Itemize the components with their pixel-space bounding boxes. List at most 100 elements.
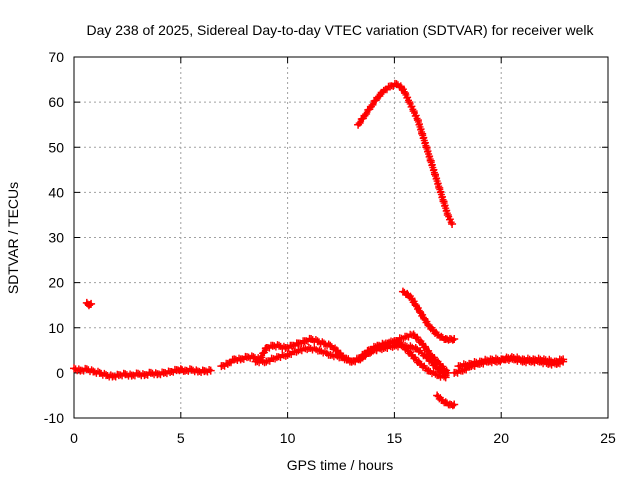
data-point-fill	[283, 341, 294, 352]
data-point-fill	[178, 366, 188, 375]
data-point-fill	[392, 334, 407, 345]
data-point-fill	[434, 393, 444, 403]
data-point-fill	[375, 88, 386, 100]
data-point-fill	[439, 334, 448, 343]
data-point-fill	[439, 397, 448, 407]
y-tick-label: 50	[48, 139, 64, 155]
data-point-fill	[428, 352, 442, 366]
data-point	[401, 89, 410, 98]
data-point-fill	[296, 337, 307, 348]
data-point-fill	[402, 91, 412, 104]
data-point-fill	[419, 341, 434, 357]
data-point	[87, 299, 96, 308]
data-point-fill	[290, 339, 301, 350]
y-tick-label: 70	[48, 49, 64, 65]
data-point-fill	[161, 367, 172, 378]
data-point-fill	[155, 368, 166, 379]
data-point-fill	[371, 343, 386, 354]
y-tick-label: 0	[56, 365, 64, 381]
data-point-fill	[183, 365, 194, 375]
series-descending-track	[398, 287, 459, 344]
chart-title: Day 238 of 2025, Sidereal Day-to-day VTE…	[86, 22, 594, 38]
data-point	[443, 210, 452, 219]
data-point-fill	[413, 303, 423, 315]
data-point-fill	[381, 82, 392, 94]
data-point-fill	[406, 100, 417, 113]
data-point-fill	[275, 351, 290, 361]
data-point-fill	[368, 96, 380, 109]
data-point-fill	[430, 327, 440, 337]
data-point-fill	[350, 354, 365, 365]
data-point-fill	[225, 355, 237, 367]
data-point-fill	[394, 81, 403, 91]
data-point-fill	[328, 351, 343, 362]
x-axis-label: GPS time / hours	[287, 457, 394, 473]
data-point-fill	[409, 352, 423, 366]
data-point	[411, 344, 420, 353]
data-point-fill	[264, 341, 275, 352]
data-point-fill	[413, 345, 429, 360]
y-tick-label: 30	[48, 230, 64, 246]
data-point-fill	[196, 366, 207, 376]
data-point-fill	[478, 355, 493, 366]
data-point-fill	[360, 347, 375, 358]
data-point-fill	[400, 288, 410, 298]
series-negative-track	[433, 391, 459, 410]
x-tick-label: 25	[600, 430, 616, 446]
data-point	[448, 219, 457, 228]
data-point-fill	[245, 352, 256, 362]
data-point-fill	[78, 364, 89, 375]
data-point-fill	[382, 338, 397, 349]
data-point	[315, 346, 324, 355]
data-point-fill	[404, 291, 414, 301]
plot-frame	[73, 56, 609, 419]
series-isolated-point	[82, 298, 96, 310]
data-point-fill	[411, 109, 421, 122]
data-point-fill	[142, 368, 153, 379]
data-point-fill	[421, 316, 432, 328]
data-point-fill	[264, 354, 279, 365]
data-point-fill	[408, 296, 419, 308]
data-point	[435, 359, 444, 368]
data-point-fill	[411, 332, 425, 346]
data-point	[405, 98, 414, 107]
data-point-fill	[542, 355, 557, 366]
data-point-fill	[129, 369, 140, 380]
x-tick-label: 20	[493, 430, 509, 446]
series-high-arc	[354, 79, 457, 228]
y-tick-label: -10	[44, 410, 64, 426]
series-night-baseline	[70, 364, 215, 381]
data-point-fill	[270, 341, 281, 351]
data-point	[407, 350, 416, 359]
data-point-fill	[238, 352, 249, 363]
data-point-fill	[362, 105, 374, 118]
data-point-fill	[168, 365, 179, 376]
data-point-fill	[328, 343, 339, 353]
data-point-fill	[426, 323, 436, 333]
data-point	[450, 400, 459, 409]
data-point-fill	[285, 347, 300, 358]
data-series	[70, 79, 568, 410]
y-tick-label: 20	[48, 275, 64, 291]
data-point	[422, 353, 431, 362]
grid-lines	[74, 57, 608, 418]
data-point-fill	[232, 354, 243, 364]
data-point-fill	[445, 213, 455, 226]
y-tick-label: 60	[48, 94, 64, 110]
series-evening-upper	[454, 353, 568, 371]
data-point-fill	[443, 399, 452, 409]
data-point-fill	[355, 114, 367, 127]
data-point	[206, 366, 215, 375]
data-point-fill	[417, 309, 427, 321]
data-point	[337, 353, 345, 362]
data-point-fill	[202, 366, 213, 376]
x-tick-label: 0	[70, 430, 78, 446]
y-tick-label: 40	[48, 184, 64, 200]
data-point	[409, 107, 418, 116]
data-point-fill	[388, 79, 399, 90]
data-point-fill	[424, 355, 440, 371]
axis-ticks: 0 5 10 15 20 25 -10 0 10 20 30 40 50 60 70	[44, 49, 616, 446]
data-point	[409, 330, 418, 339]
